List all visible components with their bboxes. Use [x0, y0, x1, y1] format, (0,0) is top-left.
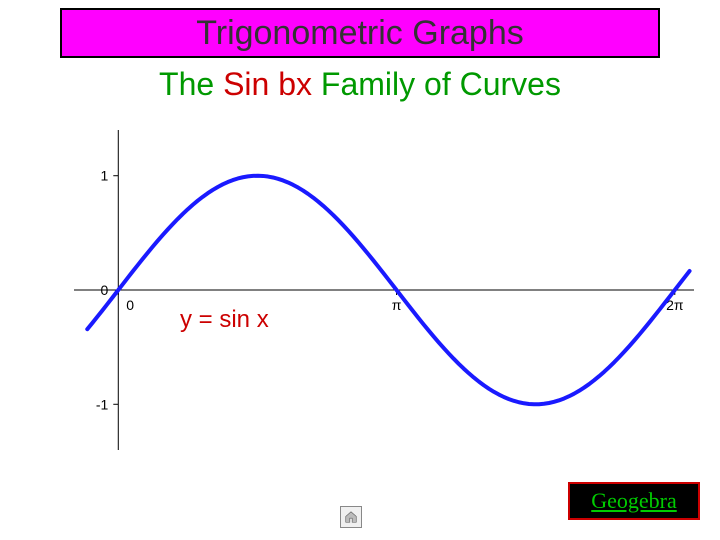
- equation-label: y = sin x: [180, 306, 269, 334]
- geogebra-button[interactable]: Geogebra: [568, 482, 700, 520]
- svg-text:0: 0: [126, 297, 134, 313]
- subtitle-prefix: The: [159, 66, 223, 102]
- svg-text:1: 1: [100, 168, 108, 184]
- sine-chart: -1010π2π: [24, 120, 704, 470]
- house-icon: [344, 510, 358, 524]
- slide-title: Trigonometric Graphs: [196, 14, 524, 53]
- svg-text:π: π: [392, 297, 402, 313]
- subtitle-emph: Sin bx: [223, 66, 312, 102]
- svg-text:-1: -1: [96, 396, 109, 412]
- subtitle-suffix: Family of Curves: [312, 66, 561, 102]
- slide-page: Trigonometric Graphs The Sin bx Family o…: [0, 0, 720, 540]
- home-icon[interactable]: [340, 506, 362, 528]
- slide-header: Trigonometric Graphs: [60, 8, 660, 58]
- svg-text:0: 0: [100, 282, 108, 298]
- geogebra-label: Geogebra: [591, 488, 677, 514]
- slide-subtitle: The Sin bx Family of Curves: [0, 66, 720, 103]
- chart-svg: -1010π2π: [24, 120, 704, 470]
